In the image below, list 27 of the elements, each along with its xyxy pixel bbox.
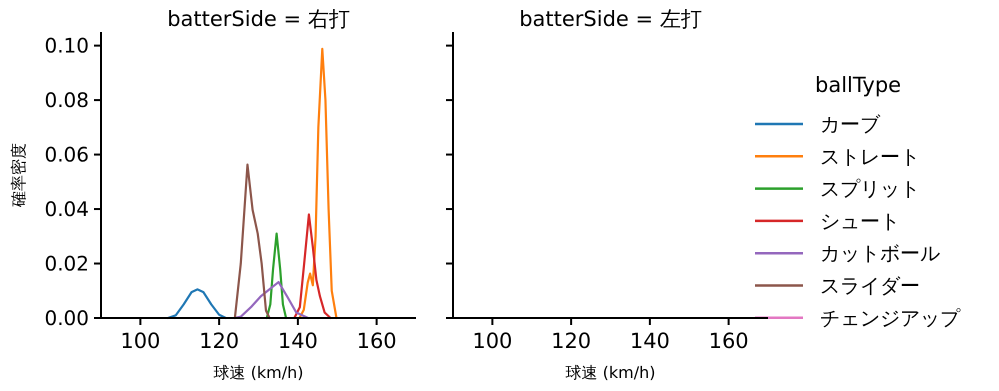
- x-tick-label: 100: [120, 329, 160, 353]
- legend-label: スライダー: [820, 274, 920, 298]
- y-tick-label: 0.10: [44, 34, 89, 58]
- legend-label: チェンジアップ: [820, 306, 961, 330]
- x-tick-label: 160: [708, 329, 749, 353]
- x-tick-label: 140: [278, 329, 318, 353]
- legend-label: カットボール: [820, 241, 940, 266]
- x-tick-label: 120: [199, 329, 240, 353]
- legend-label: ストレート: [820, 144, 920, 168]
- y-axis-title: 確率密度: [9, 143, 28, 208]
- x-axis-title: 球速 (km/h): [566, 363, 656, 382]
- x-tick-label: 120: [551, 329, 592, 353]
- chart-title: batterSide = 右打: [167, 7, 350, 31]
- x-tick-label: 140: [630, 329, 670, 353]
- x-axis-title: 球速 (km/h): [214, 363, 304, 382]
- y-tick-label: 0.08: [44, 88, 89, 112]
- x-tick-label: 100: [472, 329, 512, 353]
- x-tick-label: 160: [356, 329, 397, 353]
- legend-label: スプリット: [820, 176, 920, 201]
- legend-label: カーブ: [820, 112, 881, 136]
- y-tick-label: 0.00: [44, 306, 89, 330]
- y-tick-label: 0.04: [44, 197, 89, 222]
- y-tick-label: 0.02: [44, 252, 89, 276]
- legend-title: ballType: [815, 73, 902, 97]
- legend-label: シュート: [820, 208, 900, 233]
- y-tick-label: 0.06: [44, 142, 89, 167]
- chart-title: batterSide = 左打: [519, 7, 702, 31]
